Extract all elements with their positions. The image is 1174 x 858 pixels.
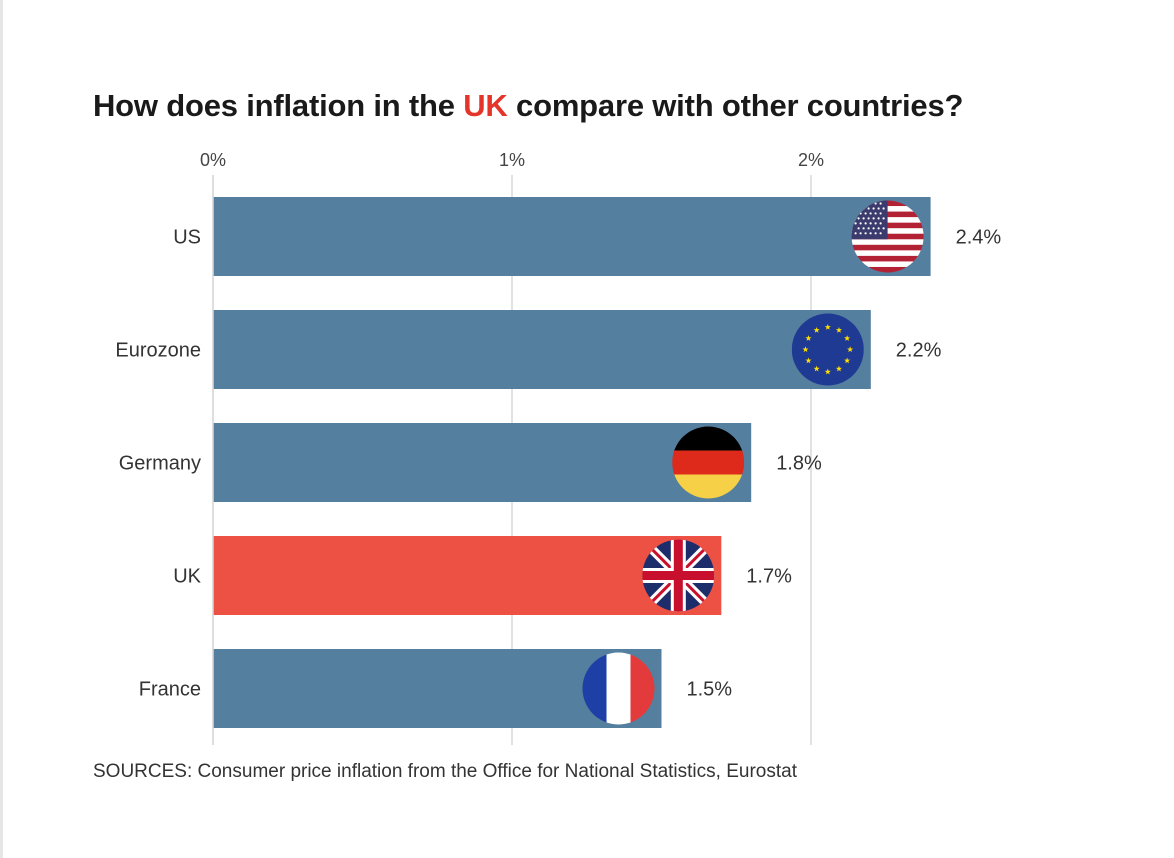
bar-eurozone (213, 310, 871, 389)
bar-germany (213, 423, 752, 502)
flag-star (877, 217, 880, 220)
flag-star (869, 222, 872, 225)
source-note: SOURCES: Consumer price inflation from t… (93, 761, 797, 782)
flag-stripe-white (606, 652, 631, 725)
flag-stripe (851, 261, 924, 268)
flag-star (874, 202, 877, 205)
flag-star (882, 227, 885, 230)
category-label: Germany (119, 453, 201, 475)
flag-star (844, 335, 851, 341)
flag-star (879, 212, 882, 215)
flag-star (835, 326, 842, 333)
chart-title: How does inflation in the UK compare wit… (93, 88, 963, 124)
category-label: France (139, 679, 201, 701)
flag-star (879, 232, 882, 235)
flag-star (857, 227, 860, 230)
flag-star (862, 227, 865, 230)
flag-star (869, 232, 872, 235)
uk-flag-icon (642, 539, 715, 612)
flag-star (847, 346, 854, 353)
value-label: 2.4% (956, 227, 1002, 249)
flag-star (867, 217, 870, 220)
bar-uk (213, 536, 722, 615)
flag-star (824, 368, 831, 375)
value-label: 2.2% (896, 340, 942, 362)
flag-star (859, 222, 862, 225)
flag-star (805, 335, 812, 341)
flag-star (864, 222, 867, 225)
flag-stripe (851, 255, 924, 262)
flag-star (864, 232, 867, 235)
flag-star (874, 222, 877, 225)
flag-star (835, 365, 842, 372)
flag-star (874, 232, 877, 235)
flag-star (824, 323, 831, 330)
flag-star (854, 222, 857, 225)
x-tick-label: 1% (499, 150, 525, 170)
x-tick-label: 2% (798, 150, 824, 170)
flag-cross-red (642, 571, 715, 580)
flag-star (862, 217, 865, 220)
flag-stripe-red (672, 450, 745, 475)
category-label: US (173, 227, 201, 249)
flag-star (813, 326, 820, 333)
flag-star (802, 346, 809, 353)
flag-star (813, 365, 820, 372)
us-flag-icon (851, 200, 924, 273)
title-text-after: compare with other countries? (507, 88, 964, 123)
germany-flag-icon (672, 426, 745, 499)
flag-star (879, 202, 882, 205)
flag-star (844, 357, 851, 364)
flag-star (872, 217, 875, 220)
flag-star (879, 222, 882, 225)
category-label: Eurozone (115, 340, 201, 362)
frame-border (0, 0, 3, 858)
flag-star (874, 212, 877, 215)
flag-stripe (851, 266, 924, 273)
flag-star (864, 212, 867, 215)
flag-star (805, 357, 812, 364)
value-label: 1.7% (746, 566, 792, 588)
flag-star (869, 212, 872, 215)
flag-stripe (851, 244, 924, 251)
flag-star (867, 227, 870, 230)
title-highlight-uk: UK (463, 88, 508, 123)
flag-star (882, 217, 885, 220)
flag-star (872, 227, 875, 230)
flag-star (882, 207, 885, 210)
eu-flag-icon (791, 313, 864, 386)
flag-star (854, 232, 857, 235)
flag-star (872, 207, 875, 210)
flag-stripe (851, 250, 924, 257)
flag-star (867, 207, 870, 210)
category-label: UK (173, 566, 201, 588)
flag-star (877, 207, 880, 210)
flag-star (877, 227, 880, 230)
flag-star (859, 232, 862, 235)
bar-us (213, 197, 931, 276)
france-flag-icon (582, 652, 655, 725)
value-label: 1.8% (776, 453, 822, 475)
flag-star (857, 217, 860, 220)
flag-stripe (851, 239, 924, 246)
value-label: 1.5% (687, 679, 733, 701)
title-text-before: How does inflation in the (93, 88, 464, 123)
x-tick-label: 0% (200, 150, 226, 170)
